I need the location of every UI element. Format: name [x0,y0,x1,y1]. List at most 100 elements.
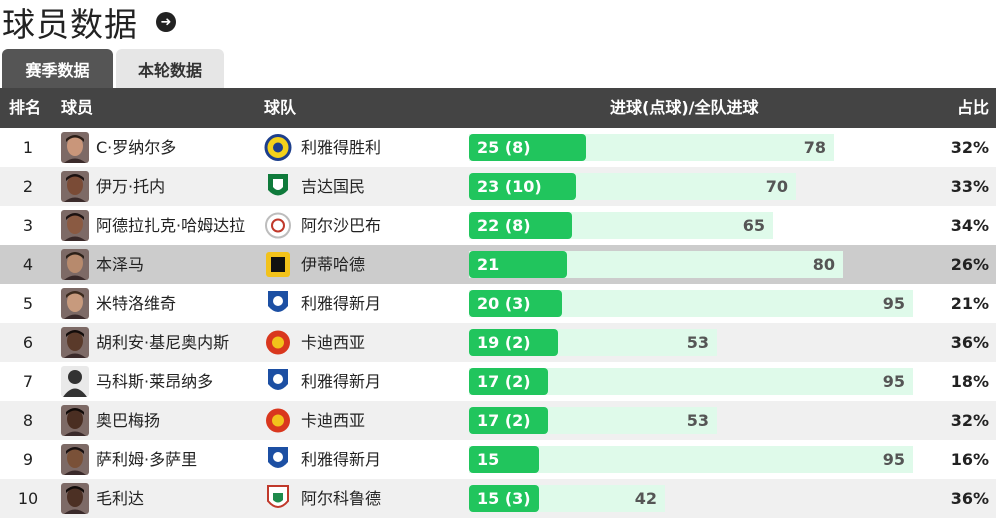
player-name-link[interactable]: 毛利达 [96,489,145,508]
team-name-link[interactable]: 吉达国民 [301,177,366,196]
player-name-link[interactable]: 萨利姆·多萨里 [96,450,198,469]
player-name-link[interactable]: 阿德拉扎克·哈姆达拉 [96,216,246,235]
team-name-link[interactable]: 利雅得新月 [301,372,382,391]
al-hilal-logo [264,445,292,474]
al-ittihad-logo [264,250,292,279]
player-avatar [61,444,89,475]
player-avatar [61,210,89,241]
rank-cell: 10 [17,489,39,508]
player-avatar [61,405,89,436]
player-goals-bar: 19 (2) [469,329,558,356]
player-avatar [61,249,89,280]
team-name-link[interactable]: 利雅得新月 [301,450,382,469]
goal-share-pct: 16% [950,450,989,469]
team-goals-value: 70 [765,177,788,196]
page-header: 球员数据 ➜ [2,0,176,44]
team-goals-value: 53 [686,333,709,352]
table-row[interactable]: 1 C·罗纳尔多 利雅得胜利 25 (8) 78 32% [0,128,996,167]
team-goals-value: 95 [882,294,905,313]
team-goals-value: 95 [882,372,905,391]
player-goals-bar: 15 (3) [469,485,539,512]
player-avatar [61,366,89,397]
team-goals-value: 53 [686,411,709,430]
tab-season-stats[interactable]: 赛季数据 [2,49,113,88]
table-row[interactable]: 5 米特洛维奇 利雅得新月 20 (3) 95 21% [0,284,996,323]
page-title: 球员数据 [2,5,138,44]
player-goals-bar: 22 (8) [469,212,572,239]
player-name-link[interactable]: 马科斯·莱昂纳多 [96,372,214,391]
table-row[interactable]: 10 毛利达 阿尔科鲁德 15 (3) 42 36% [0,479,996,518]
al-qadsiah-logo [264,406,292,435]
al-hilal-logo [264,289,292,318]
team-goals-value: 65 [742,216,765,235]
rank-cell: 3 [22,216,34,235]
tab-bar: 赛季数据 本轮数据 [2,49,224,88]
team-name-link[interactable]: 伊蒂哈德 [301,255,366,274]
player-avatar [61,483,89,514]
team-name-link[interactable]: 利雅得胜利 [301,138,382,157]
col-goals-header: 进球(点球)/全队进球 [610,98,759,117]
col-rank-header: 排名 [9,98,42,117]
team-goals-bar-track [469,446,913,473]
team-name-link[interactable]: 阿尔科鲁德 [301,489,382,508]
table-row[interactable]: 4 本泽马 伊蒂哈德 21 80 26% [0,245,996,284]
rank-cell: 1 [22,138,34,157]
al-qadsiah-logo [264,328,292,357]
player-avatar [61,132,89,163]
tab-round-stats[interactable]: 本轮数据 [116,49,224,88]
table-body: 1 C·罗纳尔多 利雅得胜利 25 (8) 78 32% 2 伊万·托内 吉达国… [0,128,996,518]
player-name-link[interactable]: 米特洛维奇 [96,294,177,313]
rank-cell: 2 [22,177,34,196]
team-name-link[interactable]: 卡迪西亚 [301,411,366,430]
player-name-link[interactable]: 奥巴梅扬 [96,411,161,430]
goal-share-pct: 34% [950,216,989,235]
team-name-link[interactable]: 卡迪西亚 [301,333,366,352]
table-row[interactable]: 9 萨利姆·多萨里 利雅得新月 15 95 16% [0,440,996,479]
player-name-link[interactable]: 胡利安·基尼奥内斯 [96,333,230,352]
player-avatar [61,327,89,358]
player-goals-bar: 17 (2) [469,368,548,395]
arrow-right-icon[interactable]: ➜ [156,12,176,32]
table-row[interactable]: 3 阿德拉扎克·哈姆达拉 阿尔沙巴布 22 (8) 65 34% [0,206,996,245]
goal-share-pct: 36% [950,489,989,508]
table-row[interactable]: 6 胡利安·基尼奥内斯 卡迪西亚 19 (2) 53 36% [0,323,996,362]
al-nassr-logo [264,133,292,162]
player-name-link[interactable]: C·罗纳尔多 [96,138,177,157]
table-row[interactable]: 7 马科斯·莱昂纳多 利雅得新月 17 (2) 95 18% [0,362,996,401]
goal-share-pct: 33% [950,177,989,196]
al-kholood-logo [264,484,292,513]
player-name-link[interactable]: 本泽马 [96,255,145,274]
table-header: 排名 球员 球队 进球(点球)/全队进球 占比 [0,88,996,128]
goal-share-pct: 32% [950,411,989,430]
player-goals-bar: 21 [469,251,567,278]
team-goals-value: 78 [803,138,826,157]
player-avatar [61,171,89,202]
team-name-link[interactable]: 阿尔沙巴布 [301,216,382,235]
team-name-link[interactable]: 利雅得新月 [301,294,382,313]
team-goals-value: 42 [634,489,657,508]
rank-cell: 8 [22,411,34,430]
col-pct-header: 占比 [956,98,989,117]
al-shabab-logo [264,211,292,240]
goal-share-pct: 18% [950,372,989,391]
team-goals-value: 95 [882,450,905,469]
player-goals-bar: 23 (10) [469,173,576,200]
rank-cell: 7 [22,372,34,391]
player-name-link[interactable]: 伊万·托内 [96,177,166,196]
table-row[interactable]: 8 奥巴梅扬 卡迪西亚 17 (2) 53 32% [0,401,996,440]
rank-cell: 9 [22,450,34,469]
player-avatar [61,288,89,319]
al-ahli-logo [264,172,292,201]
col-team-header: 球队 [264,98,297,117]
table-row[interactable]: 2 伊万·托内 吉达国民 23 (10) 70 33% [0,167,996,206]
player-goals-bar: 15 [469,446,539,473]
rank-cell: 5 [22,294,34,313]
goal-share-pct: 21% [950,294,989,313]
player-goals-bar: 20 (3) [469,290,562,317]
goal-share-pct: 32% [950,138,989,157]
al-hilal-logo [264,367,292,396]
col-player-header: 球员 [61,98,94,117]
goal-share-pct: 26% [950,255,989,274]
player-goals-bar: 17 (2) [469,407,548,434]
player-stats-table: 排名 球员 球队 进球(点球)/全队进球 占比 1 C·罗纳尔多 利雅得胜利 2… [0,88,996,518]
